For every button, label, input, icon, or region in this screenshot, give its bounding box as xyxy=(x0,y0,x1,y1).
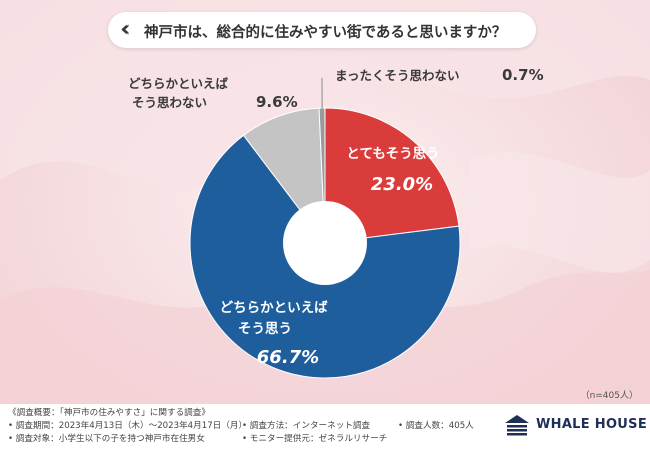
slice-label-s1: どちらかといえば そう思う xyxy=(220,300,333,337)
survey-count: • 調査人数：405人 xyxy=(398,421,474,431)
slice-0 xyxy=(324,107,460,244)
title-bar: ‹‹ 神戸市は、総合的に住みやすい街であると思いますか？ xyxy=(108,12,536,48)
slice-label-s0: とてもそう思う xyxy=(346,146,439,162)
slice-value-s1: 66.7% xyxy=(257,347,319,368)
slice-value-s3: 0.7% xyxy=(502,66,544,84)
survey-provider: • モニター提供元：ゼネラルリサーチ xyxy=(242,434,388,444)
footer xyxy=(0,404,650,450)
survey-method: • 調査方法：インターネット調査 xyxy=(242,421,371,431)
sample-size-label: （n=405人） xyxy=(580,391,638,401)
survey-target: • 調査対象：小学生以下の子を持つ神戸市在住男女 xyxy=(8,434,205,444)
survey-summary: 《調査概要：「神戸市の住みやすさ」に関する調査》 xyxy=(8,408,210,418)
slice-value-s2: 9.6% xyxy=(256,93,298,111)
whale-house-logo-icon xyxy=(505,415,529,436)
survey-period: • 調査期間：2023年4月13日（木）～2023年4月17日（月） xyxy=(8,421,248,431)
slice-value-s0: 23.0% xyxy=(371,174,433,195)
donut-hole xyxy=(283,201,367,285)
logo-text: WHALE HOUSE xyxy=(536,417,648,432)
slice-label-s3: まったくそう思わない xyxy=(335,68,460,83)
chart-title: 神戸市は、総合的に住みやすい街であると思いますか？ xyxy=(144,25,507,41)
slice-label-s2: どちらかといえば そう思わない xyxy=(128,76,232,110)
